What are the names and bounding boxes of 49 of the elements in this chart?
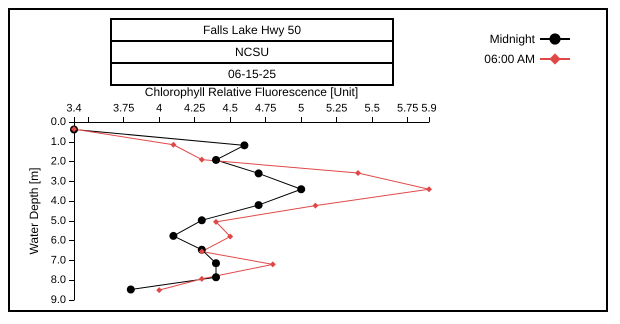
x-tick-label: 4.25 (184, 102, 206, 114)
legend-label: 06:00 AM (484, 52, 535, 66)
y-tick-label: 0.0 (50, 116, 66, 128)
x-tick-label: 5.5 (364, 102, 380, 114)
point (212, 259, 220, 268)
point (198, 248, 205, 255)
y-tick-label: 6.0 (50, 234, 66, 247)
y-tick-label: 3.0 (50, 175, 66, 188)
point (240, 141, 248, 150)
y-tick-label: 2.0 (50, 156, 66, 168)
y-tick-label: 5.0 (50, 214, 66, 227)
y-tick-label: 9.0 (50, 294, 66, 306)
point (312, 202, 318, 209)
y-tick-label: 8.0 (50, 274, 66, 286)
chart-title: Falls Lake Hwy 50 (202, 23, 302, 37)
point (227, 234, 234, 240)
point (270, 261, 276, 268)
x-tick-label: 4.5 (222, 102, 238, 114)
y-tick-label: 4.0 (50, 195, 66, 208)
point (198, 276, 205, 282)
legend-label: Midnight (490, 32, 536, 46)
x-tick-label: 3.4 (66, 102, 82, 114)
chart-subtitle: NCSU (234, 45, 270, 59)
point (426, 186, 432, 192)
x-tick-label: 4 (156, 102, 162, 114)
y-tick-label: 1.0 (50, 136, 66, 148)
x-tick-label: 5.75 (396, 102, 418, 114)
x-tick-label: 3.75 (112, 102, 134, 114)
point (169, 232, 178, 240)
point (198, 216, 206, 224)
point (170, 142, 176, 148)
x-tick-label: 5 (298, 102, 304, 114)
x-tick-label: 5.25 (326, 102, 348, 114)
point (126, 286, 135, 294)
point (213, 218, 219, 225)
x-axis-title: Chlorophyll Relative Fluorescence [Unit] (144, 85, 358, 99)
x-tick-label: 5.9 (421, 102, 437, 114)
point (198, 156, 205, 163)
point (254, 169, 263, 178)
point (212, 273, 220, 282)
point (254, 201, 263, 210)
point (355, 170, 361, 176)
y-axis-title: Water Depth [m] (26, 168, 41, 254)
point (297, 185, 306, 194)
y-tick-label: 7.0 (50, 254, 66, 266)
x-tick-label: 4.75 (254, 102, 276, 114)
text: 06-15-25 (228, 67, 276, 81)
point (212, 156, 220, 164)
point (156, 287, 162, 294)
